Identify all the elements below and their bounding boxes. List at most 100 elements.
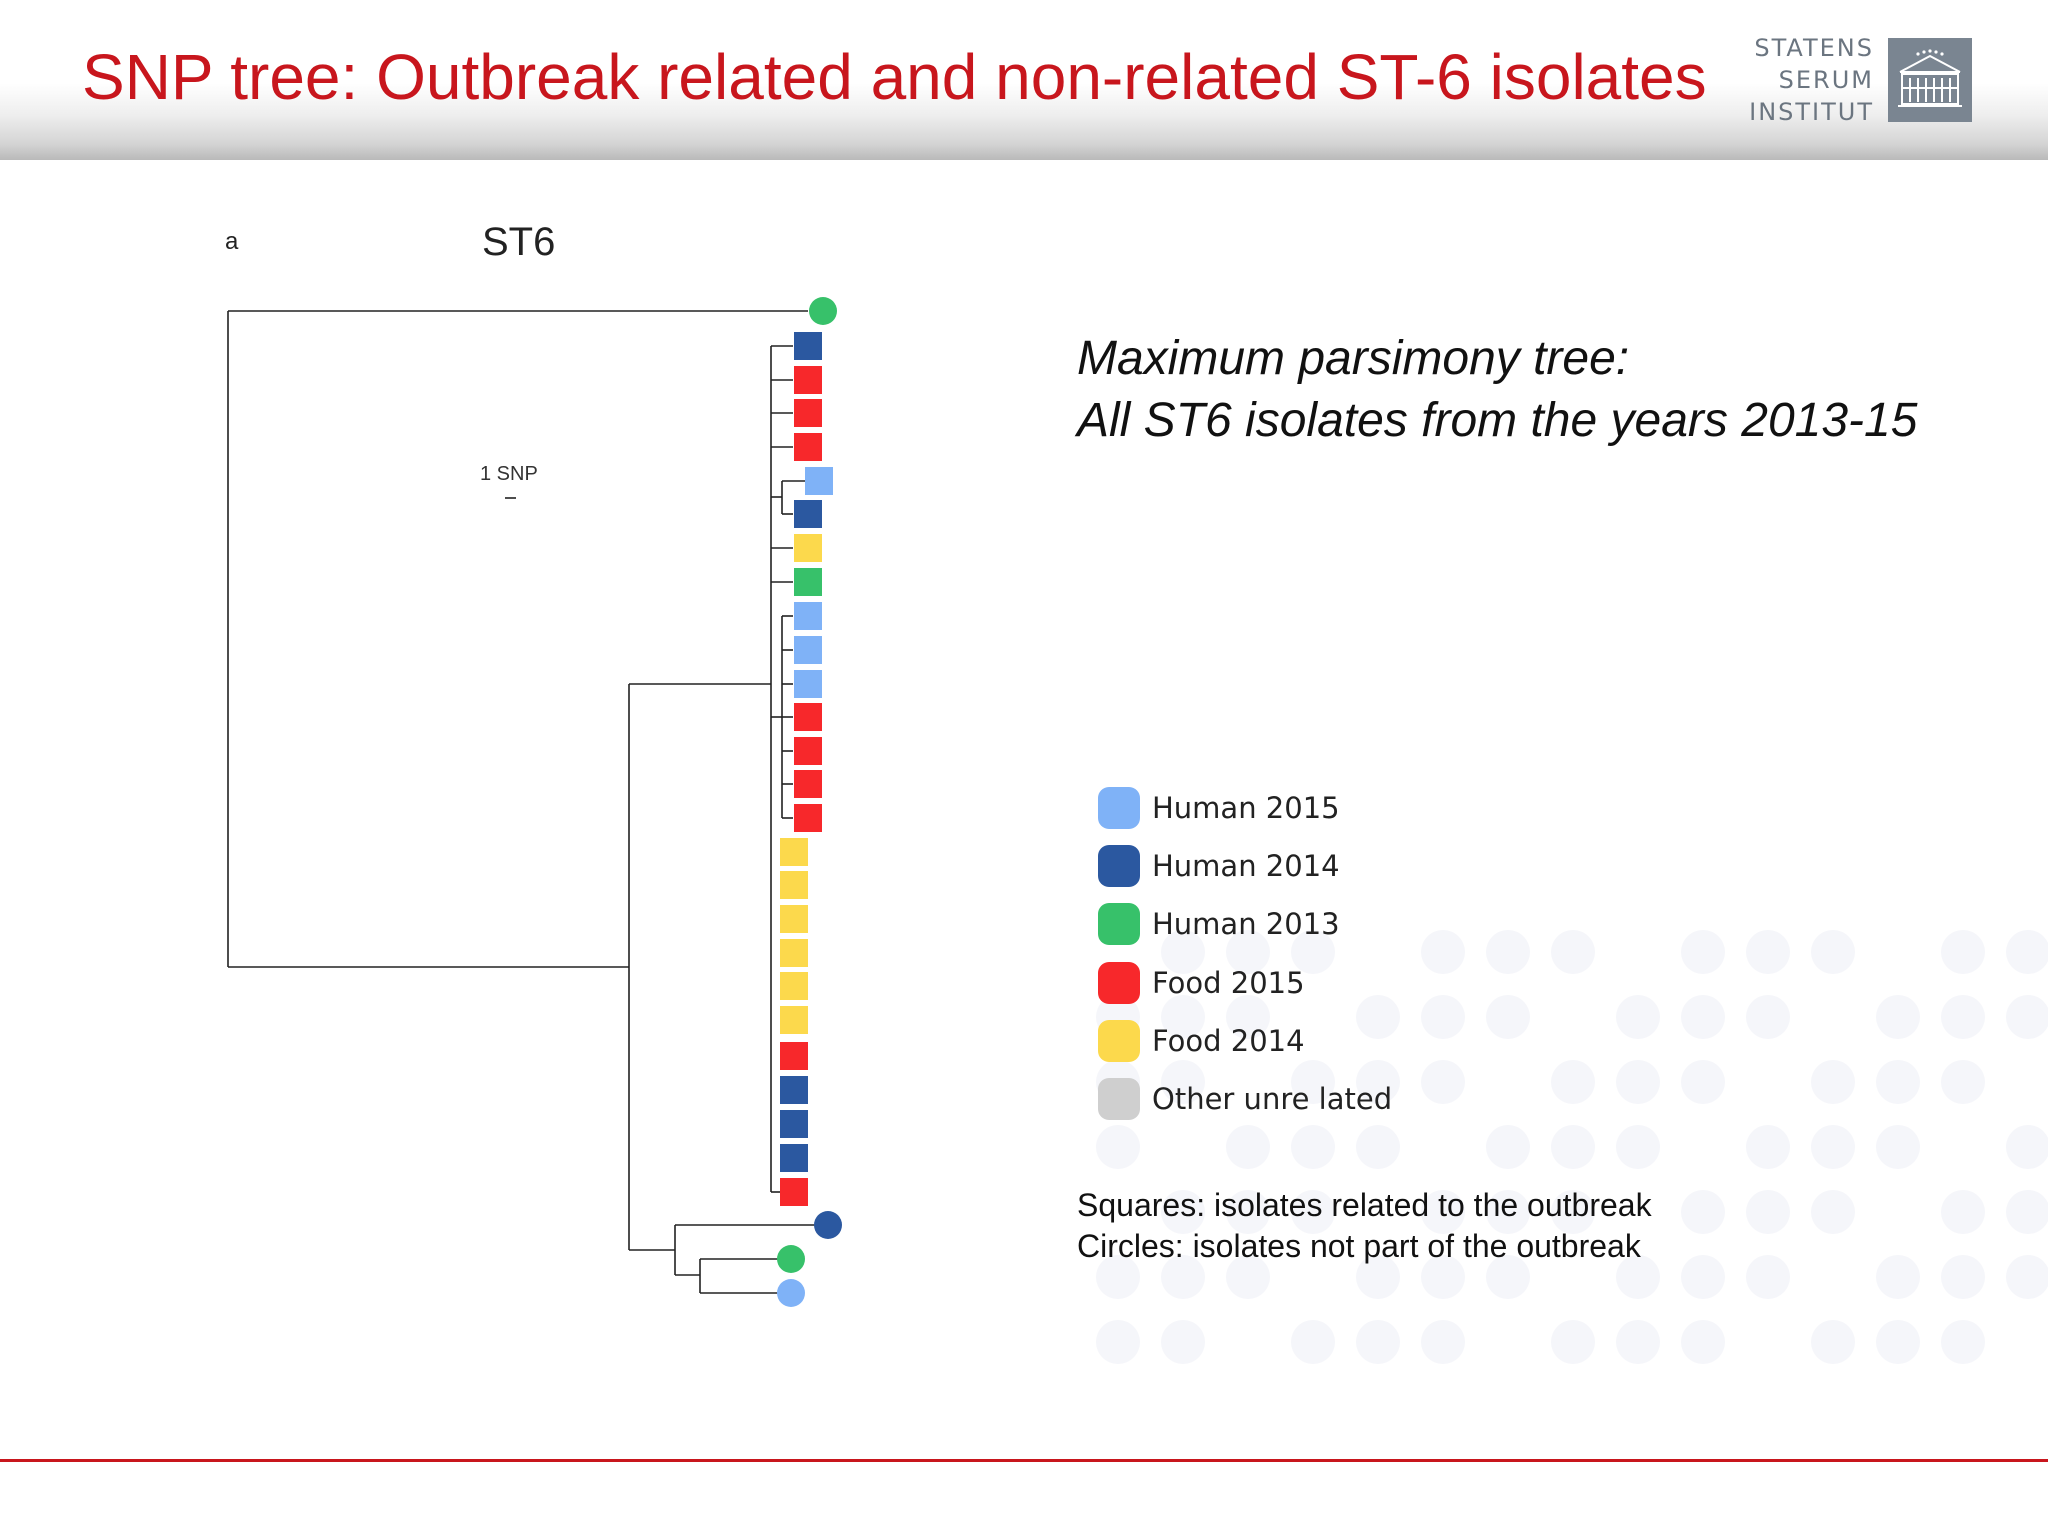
isolate-square-marker — [794, 737, 822, 765]
legend-label: Food 2014 — [1152, 1023, 1305, 1058]
watermark-dot — [1421, 1190, 1465, 1234]
watermark-dot — [1876, 1060, 1920, 1104]
watermark-dot — [1486, 995, 1530, 1039]
isolate-square-marker — [780, 1144, 808, 1172]
legend-swatch — [1098, 845, 1140, 888]
legend-swatch — [1098, 787, 1140, 829]
isolate-square-marker — [794, 366, 822, 394]
watermark-dot — [1226, 995, 1270, 1039]
watermark-dot — [1811, 1190, 1855, 1234]
watermark-dot — [1421, 1320, 1465, 1364]
watermark-dot — [1616, 1060, 1660, 1104]
watermark-dot — [1421, 995, 1465, 1039]
tree-description-line-2: All ST6 isolates from the years 2013-15 — [1077, 394, 1918, 447]
footer-rule — [0, 1459, 2048, 1462]
circles-note: Circles: isolates not part of the outbre… — [1077, 1228, 1641, 1264]
isolate-square-marker — [780, 972, 808, 1000]
isolate-square-marker — [780, 1110, 808, 1138]
watermark-dot — [1616, 1125, 1660, 1169]
watermark-dot — [1746, 1125, 1790, 1169]
logo-line-1: STATENS — [1754, 34, 1874, 62]
watermark-dot — [1811, 1320, 1855, 1364]
watermark-dot — [1876, 995, 1920, 1039]
slide-header: SNP tree: Outbreak related and non-relat… — [0, 0, 2048, 160]
watermark-dot — [1161, 1255, 1205, 1299]
watermark-dot — [2006, 995, 2048, 1039]
isolate-square-marker — [794, 568, 822, 596]
isolate-circle-marker — [777, 1245, 805, 1273]
isolate-square-marker — [794, 703, 822, 731]
watermark-dot — [2006, 1255, 2048, 1299]
isolate-square-marker — [794, 500, 822, 528]
isolate-square-marker — [794, 770, 822, 798]
watermark-dot — [1356, 1255, 1400, 1299]
isolate-circle-marker — [814, 1211, 842, 1239]
watermark-dot — [1876, 1125, 1920, 1169]
watermark-dot — [1096, 1255, 1140, 1299]
watermark-dot — [1486, 1125, 1530, 1169]
isolate-square-marker — [794, 670, 822, 698]
watermark-dot — [1421, 1255, 1465, 1299]
watermark-dot — [1941, 1060, 1985, 1104]
watermark-dot — [1551, 1190, 1595, 1234]
watermark-dot — [1746, 1255, 1790, 1299]
isolate-square-marker — [780, 1006, 808, 1034]
watermark-dot — [1161, 1190, 1205, 1234]
watermark-dot — [1746, 1190, 1790, 1234]
isolate-square-marker — [780, 871, 808, 899]
watermark-dot — [1291, 1190, 1335, 1234]
watermark-dot — [1161, 1060, 1205, 1104]
isolate-square-marker — [794, 534, 822, 562]
legend-swatch — [1098, 1019, 1140, 1062]
watermark-dot — [1161, 930, 1205, 974]
watermark-dot — [1681, 1320, 1725, 1364]
isolate-square-marker — [780, 939, 808, 967]
watermark-dot — [1161, 1320, 1205, 1364]
watermark-dot — [1356, 1320, 1400, 1364]
isolate-square-marker — [780, 838, 808, 866]
isolate-square-marker — [780, 1042, 808, 1070]
tree-title: ST6 — [482, 220, 556, 264]
isolate-square-marker — [780, 1178, 808, 1206]
watermark-dot — [1291, 1060, 1335, 1104]
isolate-square-marker — [780, 905, 808, 933]
watermark-dot — [2006, 1190, 2048, 1234]
legend-label: Human 2015 — [1152, 791, 1340, 825]
institute-wordmark: STATENS SERUM INSTITUT — [1749, 32, 1874, 128]
watermark-dot — [1356, 1060, 1400, 1104]
watermark-dot — [1226, 1255, 1270, 1299]
watermark-dot — [1681, 1255, 1725, 1299]
watermark-dot — [1356, 1125, 1400, 1169]
watermark-dot — [1096, 1320, 1140, 1364]
logo-line-3: INSTITUT — [1749, 98, 1874, 126]
slide-title: SNP tree: Outbreak related and non-relat… — [82, 41, 1707, 113]
tree-description: Maximum parsimony tree: All ST6 isolates… — [1077, 328, 1917, 452]
watermark-dot — [1746, 995, 1790, 1039]
watermark-dot — [1876, 1320, 1920, 1364]
watermark-dot — [1486, 1190, 1530, 1234]
tree-branches — [227, 310, 817, 1294]
watermark-dot — [1226, 1190, 1270, 1234]
isolate-circle-marker — [777, 1279, 805, 1307]
watermark-dot — [1811, 1125, 1855, 1169]
logo-line-2: SERUM — [1778, 66, 1874, 94]
watermark-dot — [1551, 1125, 1595, 1169]
scale-bar-label: 1 SNP — [480, 463, 538, 485]
isolate-square-marker — [794, 636, 822, 664]
watermark-dot — [1291, 1125, 1335, 1169]
watermark-dot — [1096, 1125, 1140, 1169]
tree-description-line-1: Maximum parsimony tree: — [1077, 332, 1630, 385]
isolate-square-marker — [780, 1076, 808, 1104]
watermark-dot — [1421, 1060, 1465, 1104]
isolate-circle-marker — [809, 297, 837, 325]
watermark-dot — [1551, 930, 1595, 974]
watermark-dot — [1616, 1320, 1660, 1364]
legend-label: Human 2013 — [1152, 907, 1340, 942]
watermark-dot — [1811, 1060, 1855, 1104]
legend-label: Human 2014 — [1152, 849, 1340, 884]
isolate-square-marker — [794, 399, 822, 427]
shape-notes: Squares: isolates related to the outbrea… — [1077, 1185, 1652, 1267]
legend-label: Other unre lated — [1152, 1081, 1393, 1116]
